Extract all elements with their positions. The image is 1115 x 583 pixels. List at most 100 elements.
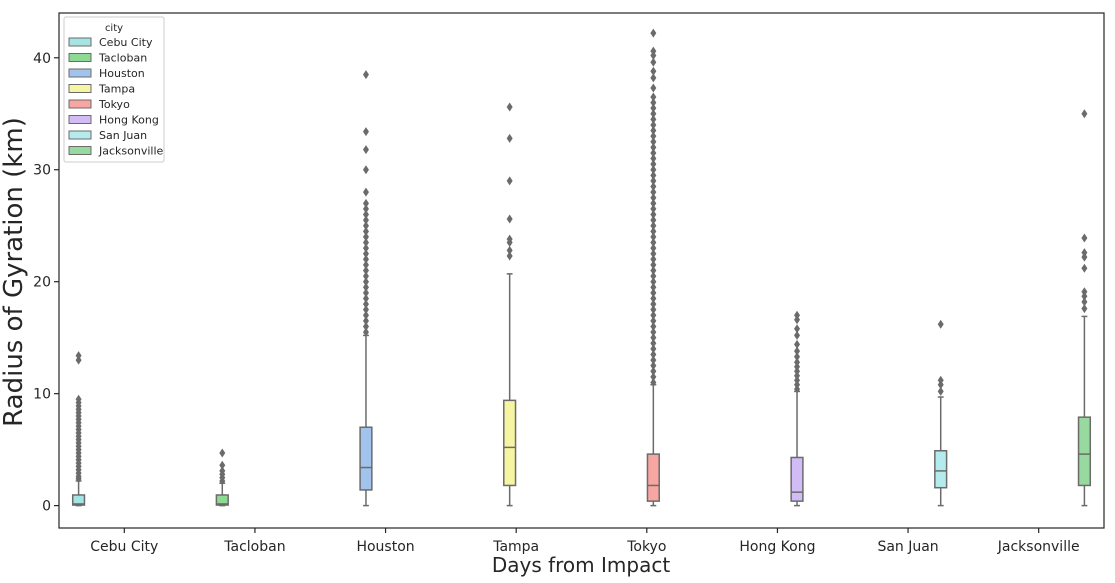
y-tick-label: 0 bbox=[42, 499, 51, 515]
legend-label: Hong Kong bbox=[99, 114, 159, 127]
outlier-point bbox=[650, 249, 657, 259]
box bbox=[215, 494, 229, 506]
outlier-point bbox=[650, 293, 657, 303]
outlier-point bbox=[362, 321, 369, 331]
outlier-point bbox=[650, 288, 657, 298]
outlier-point bbox=[650, 266, 657, 275]
outlier-point bbox=[362, 70, 369, 80]
outlier-point bbox=[362, 277, 369, 287]
legend-swatch bbox=[68, 53, 92, 62]
outlier-point bbox=[650, 182, 657, 192]
outlier-point bbox=[650, 187, 657, 197]
outlier-point bbox=[650, 204, 657, 214]
outlier-point bbox=[650, 170, 657, 180]
x-tick-label: Tokyo bbox=[626, 539, 666, 555]
outlier-point bbox=[1081, 297, 1088, 307]
box bbox=[1077, 416, 1092, 487]
outlier-point bbox=[650, 260, 657, 270]
outlier-point bbox=[937, 319, 944, 329]
outlier-point bbox=[794, 352, 801, 362]
outlier-point bbox=[650, 355, 657, 365]
outlier-point bbox=[794, 346, 801, 356]
outlier-point bbox=[650, 372, 657, 382]
box bbox=[71, 494, 86, 506]
outlier-point bbox=[650, 193, 657, 203]
y-tick-label: 10 bbox=[33, 387, 51, 403]
outlier-point bbox=[362, 310, 369, 320]
outlier-point bbox=[650, 159, 657, 169]
outlier-point bbox=[650, 344, 657, 354]
y-tick-label: 20 bbox=[33, 275, 51, 291]
outlier-point bbox=[650, 148, 657, 158]
outlier-point bbox=[650, 103, 657, 113]
boxes bbox=[71, 273, 1092, 507]
axes: 0 10 20 30 40 Cebu City Tacloban Houston Tampa To… bbox=[33, 12, 1105, 555]
outlier-point bbox=[362, 226, 369, 236]
legend-swatch bbox=[68, 37, 92, 47]
box bbox=[934, 450, 948, 489]
outlier-point bbox=[362, 238, 369, 248]
outlier-point bbox=[506, 251, 513, 261]
outlier-point bbox=[362, 187, 369, 197]
outlier-point bbox=[506, 214, 513, 224]
outlier-point bbox=[650, 349, 657, 359]
x-tick-label: San Juan bbox=[877, 539, 938, 555]
legend-label: Jacksonville bbox=[98, 145, 164, 158]
outlier-point bbox=[650, 327, 657, 337]
outlier-point bbox=[650, 73, 657, 83]
outlier-point bbox=[362, 215, 369, 225]
outlier-point bbox=[794, 339, 801, 349]
outlier-point bbox=[650, 333, 657, 343]
outlier-point bbox=[650, 198, 657, 208]
box bbox=[790, 456, 804, 502]
outlier-point bbox=[506, 234, 513, 244]
outlier-point bbox=[219, 460, 226, 470]
outlier-point bbox=[362, 127, 369, 137]
outlier-point bbox=[650, 92, 657, 102]
legend-label: Cebu City bbox=[99, 36, 153, 49]
outlier-point bbox=[75, 351, 82, 361]
outlier-point bbox=[650, 120, 657, 130]
legend-label: Tacloban bbox=[98, 52, 147, 65]
outlier-point bbox=[362, 282, 369, 292]
outlier-point bbox=[937, 386, 944, 396]
outlier-point bbox=[362, 204, 369, 214]
outlier-point bbox=[1081, 304, 1088, 314]
legend-label: San Juan bbox=[99, 129, 147, 142]
outlier-point bbox=[362, 249, 369, 259]
outliers bbox=[75, 28, 1088, 486]
outlier-point bbox=[362, 316, 369, 326]
outlier-point bbox=[650, 109, 657, 119]
y-tick-label: 40 bbox=[33, 51, 51, 67]
outlier-point bbox=[650, 321, 657, 331]
outlier-point bbox=[362, 232, 369, 242]
outlier-point bbox=[650, 210, 657, 220]
box bbox=[503, 399, 517, 487]
outlier-point bbox=[794, 310, 801, 320]
outlier-point bbox=[219, 448, 226, 458]
outlier-point bbox=[506, 176, 513, 186]
outlier-point bbox=[794, 324, 801, 334]
outlier-point bbox=[362, 243, 369, 253]
y-axis-title: Radius of Gyration (km) bbox=[0, 117, 29, 427]
outlier-point bbox=[650, 361, 657, 371]
outlier-point bbox=[1081, 263, 1088, 273]
legend-swatch bbox=[68, 68, 92, 78]
outlier-point bbox=[362, 198, 369, 208]
outlier-point bbox=[650, 243, 657, 253]
outlier-point bbox=[362, 210, 369, 220]
outlier-point bbox=[650, 221, 657, 231]
outlier-point bbox=[650, 114, 657, 124]
outlier-point bbox=[362, 299, 369, 309]
outlier-point bbox=[650, 154, 657, 164]
legend: city Cebu City Tacloban Houston Tampa Tokyo H… bbox=[63, 16, 165, 163]
outlier-point bbox=[506, 245, 513, 255]
outlier-point bbox=[650, 137, 657, 147]
outlier-point bbox=[1081, 248, 1088, 258]
box bbox=[359, 426, 373, 491]
outlier-point bbox=[650, 238, 657, 248]
outlier-point bbox=[650, 142, 657, 152]
outlier-point bbox=[650, 310, 657, 320]
outlier-point bbox=[650, 98, 657, 108]
